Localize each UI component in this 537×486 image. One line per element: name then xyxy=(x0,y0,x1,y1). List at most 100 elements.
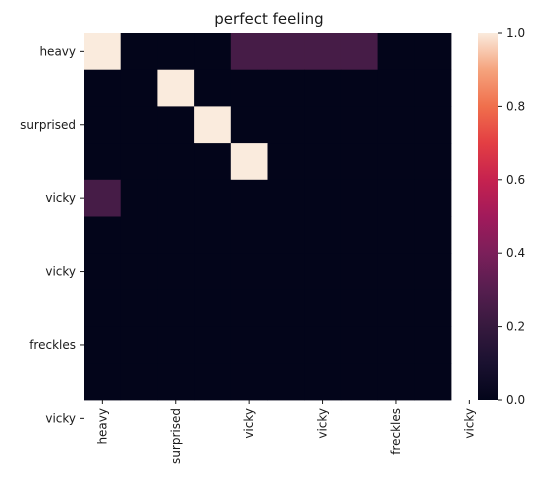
heatmap-cell xyxy=(267,363,305,401)
heatmap-cell xyxy=(194,326,232,364)
heatmap-cell xyxy=(414,69,452,107)
colorbar xyxy=(478,33,498,400)
heatmap-cell xyxy=(84,363,122,401)
heatmap-cell xyxy=(84,326,122,364)
heatmap-cell xyxy=(267,106,305,144)
heatmap-cell xyxy=(120,289,158,327)
heatmap-cell xyxy=(157,253,195,291)
heatmap-cell xyxy=(414,363,452,401)
heatmap-cell xyxy=(340,106,378,144)
heatmap-cell xyxy=(267,216,305,254)
colorbar-ticks: 0.0 0.2 0.4 0.6 0.8 1.0 xyxy=(498,26,525,407)
heatmap-cell xyxy=(340,363,378,401)
colorbar-tick-label: 0.8 xyxy=(506,99,525,113)
heatmap-cell xyxy=(120,143,158,181)
x-tick-label: heavy xyxy=(95,408,109,445)
heatmap-cell xyxy=(414,179,452,217)
heatmap-cell xyxy=(377,216,415,254)
heatmap-cell xyxy=(267,253,305,291)
heatmap-cell xyxy=(340,253,378,291)
heatmap-cell xyxy=(194,106,232,144)
y-tick-labels: heavy surprised vicky vicky freckles vicky lov… xyxy=(20,44,84,486)
colorbar-tick-label: 0.6 xyxy=(506,173,525,187)
heatmap-cell xyxy=(230,326,268,364)
y-tick-label: vicky xyxy=(45,191,76,205)
x-tick-label: surprised xyxy=(169,408,183,464)
heatmap-cell xyxy=(84,179,122,217)
heatmap-cell xyxy=(340,289,378,327)
heatmap-cell xyxy=(120,216,158,254)
heatmap-cell xyxy=(414,216,452,254)
x-tick-labels: heavy surprised vicky vicky freckles vicky lov… xyxy=(95,400,537,464)
heatmap-cell xyxy=(157,216,195,254)
heatmap-cell xyxy=(304,33,342,71)
heatmap-cell xyxy=(157,363,195,401)
heatmap-cell xyxy=(304,179,342,217)
heatmap-cell xyxy=(340,179,378,217)
heatmap-cell xyxy=(230,289,268,327)
heatmap-cell xyxy=(340,33,378,71)
heatmap-cell xyxy=(230,253,268,291)
heatmap-cell xyxy=(120,253,158,291)
heatmap-cell xyxy=(267,289,305,327)
heatmap-cell xyxy=(157,69,195,107)
heatmap-cell xyxy=(194,33,232,71)
heatmap-cell xyxy=(414,106,452,144)
heatmap-cell xyxy=(157,179,195,217)
y-tick-label: heavy xyxy=(39,44,76,58)
heatmap-cell xyxy=(304,253,342,291)
heatmap-cell xyxy=(377,106,415,144)
heatmap-cell xyxy=(120,33,158,71)
heatmap-cell xyxy=(230,106,268,144)
heatmap-cell xyxy=(304,69,342,107)
heatmap-cell xyxy=(377,69,415,107)
y-tick-label: vicky xyxy=(45,411,76,425)
x-tick-label: freckles xyxy=(389,408,403,455)
heatmap-cell xyxy=(120,326,158,364)
heatmap-cell xyxy=(340,216,378,254)
heatmap-cell xyxy=(120,363,158,401)
heatmap-cell xyxy=(230,33,268,71)
colorbar-tick-label: 0.2 xyxy=(506,320,525,334)
x-tick-label: vicky xyxy=(242,408,256,439)
heatmap-cell xyxy=(414,33,452,71)
heatmap-cell xyxy=(340,143,378,181)
heatmap-cell xyxy=(414,253,452,291)
heatmap-cell xyxy=(120,179,158,217)
y-tick-label: surprised xyxy=(20,118,76,132)
heatmap-cell xyxy=(414,289,452,327)
heatmap-cell xyxy=(194,179,232,217)
heatmap-cell xyxy=(304,143,342,181)
heatmap-cell xyxy=(194,363,232,401)
heatmap-cell xyxy=(194,253,232,291)
heatmap-cell xyxy=(414,143,452,181)
y-tick-label: freckles xyxy=(29,338,76,352)
heatmap-cell xyxy=(84,143,122,181)
heatmap-cell xyxy=(304,106,342,144)
heatmap-cell xyxy=(157,106,195,144)
heatmap-cell xyxy=(84,289,122,327)
heatmap-cell xyxy=(230,143,268,181)
heatmap-cell xyxy=(120,106,158,144)
heatmap-cell xyxy=(340,326,378,364)
heatmap-cell xyxy=(267,326,305,364)
x-tick-label: love xyxy=(536,408,537,433)
heatmap-cell xyxy=(267,179,305,217)
colorbar-tick-label: 0.4 xyxy=(506,246,525,260)
heatmap-cells xyxy=(84,33,452,401)
heatmap-cell xyxy=(377,143,415,181)
heatmap-cell xyxy=(304,326,342,364)
colorbar-tick-label: 1.0 xyxy=(506,26,525,40)
heatmap-cell xyxy=(414,326,452,364)
heatmap-cell xyxy=(194,289,232,327)
heatmap-cell xyxy=(84,69,122,107)
chart-title: perfect feeling xyxy=(214,10,323,28)
heatmap-cell xyxy=(157,289,195,327)
heatmap-cell xyxy=(157,143,195,181)
heatmap-cell xyxy=(157,33,195,71)
heatmap-cell xyxy=(377,253,415,291)
heatmap-cell xyxy=(304,289,342,327)
heatmap-cell xyxy=(377,179,415,217)
heatmap-cell xyxy=(84,253,122,291)
